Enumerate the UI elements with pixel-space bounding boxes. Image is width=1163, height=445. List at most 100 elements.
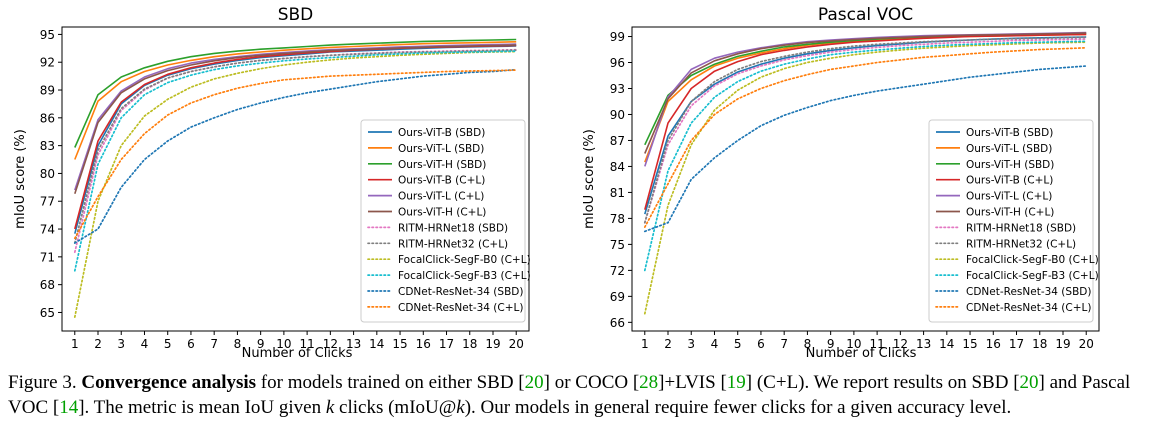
y-tick-label: 71 xyxy=(40,250,55,264)
y-tick-label: 93 xyxy=(610,82,625,96)
caption-text: ). Our models in general require fewer c… xyxy=(464,397,1012,418)
x-tick-label: 18 xyxy=(1032,337,1047,351)
legend-box xyxy=(360,119,526,323)
y-tick-label: 65 xyxy=(40,306,55,320)
x-tick-label: 10 xyxy=(846,337,861,351)
x-tick-label: 9 xyxy=(257,337,265,351)
series-line xyxy=(74,44,517,195)
chart-title: Pascal VOC xyxy=(818,5,913,25)
y-tick-label: 89 xyxy=(40,84,55,98)
series-line xyxy=(644,33,1087,210)
x-tick-label: 5 xyxy=(164,337,172,351)
x-tick-label: 13 xyxy=(916,337,931,351)
legend-label: CDNet-ResNet-34 (C+L) xyxy=(398,302,523,314)
y-tick-label: 74 xyxy=(40,223,55,237)
legend-label: CDNet-ResNet-34 (SBD) xyxy=(966,286,1091,298)
citation-link[interactable]: 14 xyxy=(59,397,79,418)
series-line xyxy=(73,49,518,244)
legend-label: CDNet-ResNet-34 (SBD) xyxy=(398,286,523,298)
caption-text: ]+LVIS [ xyxy=(658,372,727,393)
y-tick-label: 87 xyxy=(610,134,625,148)
legend-label: Ours-ViT-L (C+L) xyxy=(398,191,484,203)
legend-label: FocalClick-SegF-B0 (C+L) xyxy=(398,254,531,266)
citation-link[interactable]: 28 xyxy=(639,372,659,393)
caption-text: ] (C+L). We report results on SBD [ xyxy=(745,372,1020,393)
legend-label: FocalClick-SegF-B3 (C+L) xyxy=(966,270,1099,282)
series-line xyxy=(73,50,518,318)
legend-label: RITM-HRNet32 (C+L) xyxy=(398,238,508,250)
legend-label: FocalClick-SegF-B3 (C+L) xyxy=(398,270,531,282)
x-tick-label: 11 xyxy=(869,337,884,351)
y-tick-label: 95 xyxy=(40,28,55,42)
axis-ticks: 1 2 3 4 5 6 7 8 9 10 11 12 13 14 15 16 17 18 19 20666972757… xyxy=(610,30,1094,351)
series-line xyxy=(643,36,1088,224)
y-tick-label: 84 xyxy=(610,160,625,174)
x-tick-label: 4 xyxy=(711,337,719,351)
series-line xyxy=(74,43,517,191)
series-lines xyxy=(643,31,1088,315)
x-tick-label: 19 xyxy=(1055,337,1070,351)
x-tick-label: 12 xyxy=(323,337,338,351)
x-tick-label: 15 xyxy=(392,337,407,351)
x-tick-label: 12 xyxy=(893,337,908,351)
y-tick-label: 96 xyxy=(610,56,625,70)
y-tick-label: 77 xyxy=(40,195,55,209)
series-lines xyxy=(73,38,518,318)
x-tick-label: 10 xyxy=(276,337,291,351)
x-tick-label: 14 xyxy=(369,337,384,351)
y-tick-label: 99 xyxy=(610,30,625,44)
legend-label: RITM-HRNet32 (C+L) xyxy=(966,238,1076,250)
y-tick-label: 72 xyxy=(610,264,625,278)
citation-link[interactable]: 19 xyxy=(726,372,746,393)
caption-italic: k xyxy=(325,397,335,418)
legend-label: Ours-ViT-B (C+L) xyxy=(398,175,485,187)
x-tick-label: 17 xyxy=(439,337,454,351)
series-line xyxy=(644,32,1087,154)
x-tick-label: 11 xyxy=(299,337,314,351)
y-tick-label: 68 xyxy=(40,278,55,292)
caption-text: ]. The metric is mean IoU given xyxy=(78,397,326,418)
x-axis-label: Number of Clicks xyxy=(806,346,917,361)
legend-label: RITM-HRNet18 (SBD) xyxy=(398,222,508,234)
x-tick-label: 17 xyxy=(1009,337,1024,351)
series-line xyxy=(643,46,1088,228)
caption-italic: k xyxy=(456,397,465,418)
y-axis-label: mIoU score (%) xyxy=(13,129,28,229)
y-tick-label: 75 xyxy=(610,238,625,252)
legend: Ours-ViT-B (SBD) Ours-ViT-L (SBD) Ours-ViT… xyxy=(928,119,1099,323)
series-line xyxy=(643,41,1088,315)
legend-label: Ours-ViT-B (SBD) xyxy=(398,127,485,139)
legend-box xyxy=(928,119,1094,323)
series-line xyxy=(73,69,518,240)
legend: Ours-ViT-B (SBD) Ours-ViT-L (SBD) Ours-ViT… xyxy=(360,119,531,323)
x-tick-label: 3 xyxy=(687,337,695,351)
x-axis-label: Number of Clicks xyxy=(242,346,353,361)
y-tick-label: 83 xyxy=(40,139,55,153)
y-tick-label: 78 xyxy=(610,212,625,226)
x-tick-label: 2 xyxy=(94,337,102,351)
legend-label: RITM-HRNet18 (SBD) xyxy=(966,222,1076,234)
y-tick-label: 86 xyxy=(40,111,55,125)
x-tick-label: 8 xyxy=(234,337,242,351)
legend-label: Ours-ViT-H (C+L) xyxy=(398,207,486,219)
series-line xyxy=(74,38,517,148)
y-tick-label: 66 xyxy=(610,316,625,330)
x-tick-label: 20 xyxy=(1079,337,1094,351)
chart-pascal-voc: Pascal VOC Number of Clicks mIoU score (… xyxy=(582,5,1100,361)
y-tick-label: 90 xyxy=(610,108,625,122)
y-tick-label: 92 xyxy=(40,56,55,70)
legend-label: CDNet-ResNet-34 (C+L) xyxy=(966,302,1091,314)
figure-caption: Figure 3. Convergence analysis for model… xyxy=(8,370,1158,420)
x-tick-label: 7 xyxy=(780,337,788,351)
citation-link[interactable]: 20 xyxy=(1019,372,1039,393)
citation-link[interactable]: 20 xyxy=(524,372,544,393)
x-tick-label: 14 xyxy=(939,337,954,351)
x-tick-label: 7 xyxy=(210,337,218,351)
x-tick-label: 15 xyxy=(962,337,977,351)
caption-label: Figure 3. xyxy=(8,372,77,393)
legend-label: Ours-ViT-L (C+L) xyxy=(966,191,1052,203)
x-tick-label: 2 xyxy=(664,337,672,351)
x-tick-label: 5 xyxy=(734,337,742,351)
